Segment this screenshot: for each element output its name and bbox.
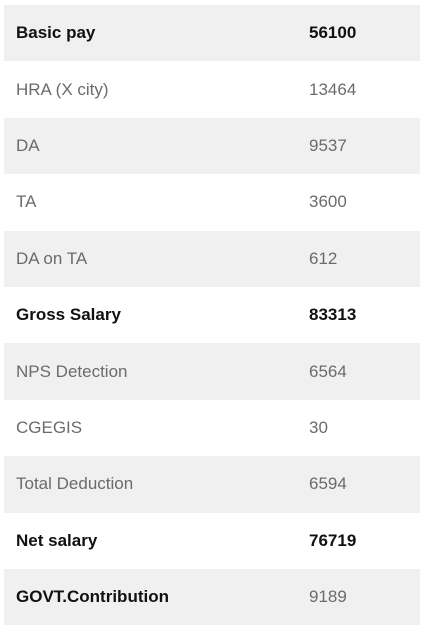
row-label: Gross Salary <box>16 305 121 325</box>
row-hra: HRA (X city) 13464 <box>4 61 420 118</box>
row-label: Basic pay <box>16 23 96 43</box>
row-ta: TA 3600 <box>4 174 420 231</box>
row-total-deduction: Total Deduction 6594 <box>4 456 420 513</box>
row-da: DA 9537 <box>4 117 420 175</box>
row-label: Net salary <box>16 530 98 550</box>
row-gross-salary: Gross Salary 83313 <box>4 286 420 344</box>
row-label: HRA (X city) <box>16 79 109 99</box>
row-value: 83313 <box>309 305 357 325</box>
row-label: NPS Detection <box>16 361 128 381</box>
row-label: DA <box>16 135 40 155</box>
row-basic-pay: Basic pay 56100 <box>4 5 420 62</box>
row-label: Total Deduction <box>16 474 134 494</box>
salary-table: Basic pay 56100 HRA (X city) 13464 DA 95… <box>4 5 420 626</box>
row-value: 6564 <box>309 361 347 381</box>
row-govt-contribution: GOVT.Contribution 9189 <box>4 568 420 626</box>
row-cgegis: CGEGIS 30 <box>4 399 420 457</box>
row-value: 9189 <box>309 587 347 607</box>
row-value: 3600 <box>309 192 347 212</box>
row-value: 56100 <box>309 23 357 43</box>
row-value: 13464 <box>309 79 357 99</box>
row-da-on-ta: DA on TA 612 <box>4 230 420 287</box>
row-value: 30 <box>309 417 328 437</box>
row-value: 6594 <box>309 474 347 494</box>
row-value: 9537 <box>309 135 347 155</box>
row-value: 76719 <box>309 530 357 550</box>
row-label: GOVT.Contribution <box>16 587 169 607</box>
row-nps-detection: NPS Detection 6564 <box>4 343 420 400</box>
row-net-salary: Net salary 76719 <box>4 512 420 569</box>
row-label: CGEGIS <box>16 417 83 437</box>
row-label: DA on TA <box>16 248 88 268</box>
row-value: 612 <box>309 248 338 268</box>
row-label: TA <box>16 192 37 212</box>
